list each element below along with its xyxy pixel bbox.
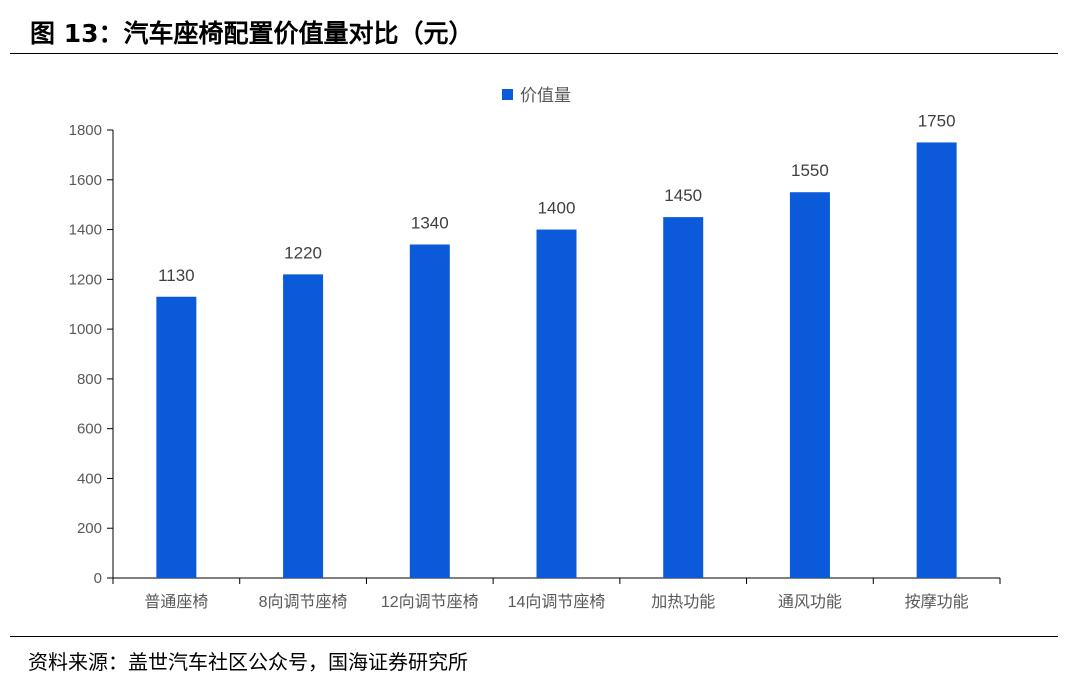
bar [283, 274, 324, 578]
y-tick-label: 1000 [69, 321, 102, 338]
bar [789, 192, 830, 578]
y-tick-label: 1400 [69, 222, 102, 239]
x-tick-label: 8向调节座椅 [259, 593, 348, 611]
data-label: 1750 [918, 111, 956, 130]
x-tick-label: 12向调节座椅 [381, 593, 479, 611]
data-label: 1220 [284, 243, 322, 262]
x-tick-label: 加热功能 [651, 593, 715, 611]
y-tick-label: 400 [77, 470, 102, 487]
y-tick-label: 600 [77, 421, 102, 438]
legend: 价值量 [502, 86, 571, 105]
title-rule [10, 53, 1058, 54]
data-label: 1400 [538, 199, 576, 218]
x-tick-label: 通风功能 [778, 593, 842, 611]
axes: 0 200 400 600 800 1000 1200 1400 1600 1800 [69, 122, 1001, 587]
data-label: 1450 [664, 186, 702, 205]
x-tick-label: 普通座椅 [144, 593, 208, 611]
y-tick-label: 1200 [69, 271, 102, 288]
x-tick-label: 14向调节座椅 [508, 593, 606, 611]
y-tick-label: 800 [77, 371, 102, 388]
bar [156, 296, 197, 578]
data-label: 1130 [158, 266, 195, 285]
bar [409, 244, 450, 578]
bar [536, 229, 577, 579]
y-tick-label: 1600 [69, 172, 102, 189]
y-tick-label: 200 [77, 520, 102, 537]
legend-label: 价值量 [520, 86, 571, 105]
bar [916, 142, 957, 578]
bar-chart: 价值量 0 200 400 600 800 1000 1200 1400 1600 1800 11… [69, 86, 1001, 611]
data-label: 1550 [791, 161, 829, 180]
figure-title: 图 13：汽车座椅配置价值量对比（元） [30, 19, 474, 48]
x-tick-label: 按摩功能 [905, 593, 969, 611]
source-note: 资料来源：盖世汽车社区公众号，国海证券研究所 [28, 650, 468, 674]
bars: 1130 普通座椅 1220 8向调节座椅 1340 12向调节座椅 1400 14向调节座椅… [144, 111, 968, 611]
y-tick-label: 0 [94, 570, 102, 587]
data-label: 1340 [411, 213, 449, 232]
legend-swatch [502, 89, 513, 100]
source-rule [10, 636, 1058, 637]
y-tick-label: 1800 [69, 122, 102, 139]
bar [663, 217, 704, 578]
